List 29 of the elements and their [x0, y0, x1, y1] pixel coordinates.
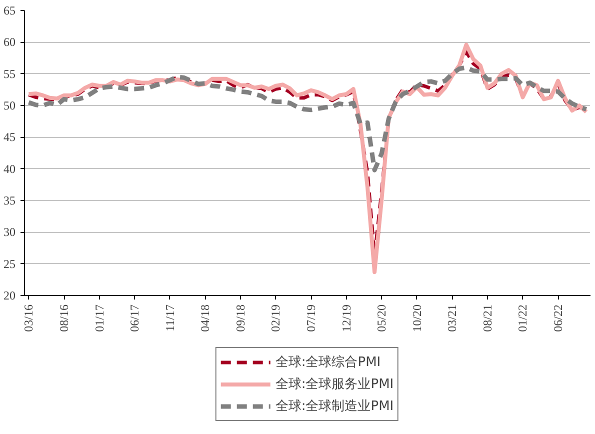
x-tick-label: 08/16	[57, 304, 72, 332]
x-tick-label: 09/18	[233, 304, 248, 332]
y-tick-label: 45	[4, 130, 16, 144]
x-tick-label: 06/22	[551, 304, 566, 332]
y-tick-label: 35	[4, 194, 16, 208]
x-tick-label: 10/20	[410, 304, 424, 332]
x-tick-label: 08/21	[480, 304, 494, 332]
y-tick-label: 25	[4, 256, 16, 271]
legend-label: 全球:全球综合PMI	[275, 354, 381, 371]
x-tick-label: 02/19	[268, 304, 283, 332]
x-tick-label: 01/22	[516, 304, 530, 332]
y-tick-label: 65	[4, 4, 16, 18]
x-tick-label: 12/19	[339, 304, 354, 332]
x-tick-label: 03/16	[22, 304, 36, 332]
y-tick-label: 40	[4, 162, 16, 176]
x-tick-label: 06/17	[128, 304, 142, 332]
y-tick-label: 55	[4, 66, 16, 81]
legend-label: 全球:全球制造业PMI	[275, 398, 394, 415]
x-tick-label: 01/17	[92, 304, 106, 332]
y-tick-label: 30	[4, 225, 16, 240]
legend-label: 全球:全球服务业PMI	[275, 376, 394, 393]
y-tick-label: 20	[4, 288, 16, 302]
x-tick-label: 07/19	[304, 304, 318, 332]
x-tick-label: 03/21	[445, 304, 460, 332]
y-tick-label: 60	[4, 35, 16, 50]
x-tick-label: 11/17	[162, 304, 177, 332]
x-tick-label: 04/18	[198, 304, 212, 332]
y-tick-label: 50	[4, 98, 16, 112]
x-tick-label: 05/20	[374, 304, 389, 332]
